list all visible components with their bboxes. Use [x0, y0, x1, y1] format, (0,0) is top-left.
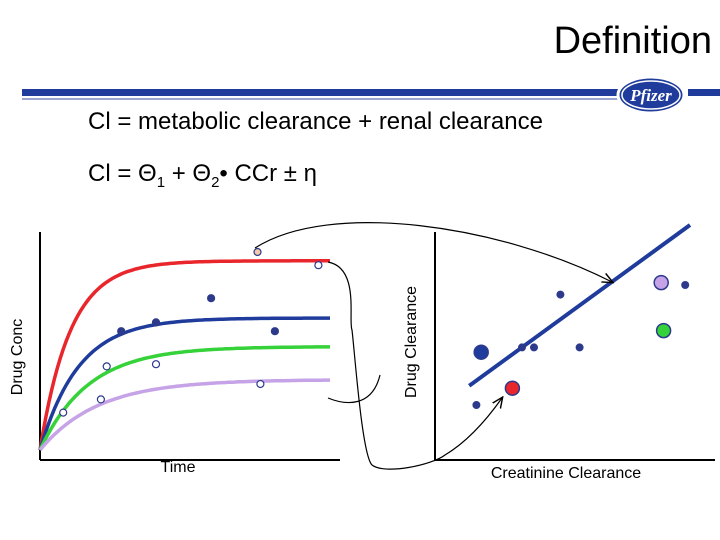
conc-x-label: Time	[161, 459, 196, 476]
conc-point-1	[314, 261, 323, 270]
clearance-point-5	[518, 343, 526, 352]
conc-curve-1	[38, 316, 330, 451]
arrow-to-red	[327, 261, 502, 470]
conc-curve-0	[38, 259, 330, 451]
header-rule-shadow	[22, 98, 622, 100]
clearance-point-3	[655, 322, 672, 339]
equation-clearance-sum: Cl = metabolic clearance + renal clearan…	[88, 108, 543, 135]
clearance-point-2	[681, 281, 690, 289]
conc-point-3	[151, 318, 161, 327]
clearance-point-0	[556, 290, 565, 299]
header-rule-right	[688, 89, 720, 96]
conc-curve-3	[38, 378, 330, 452]
header-rule	[22, 89, 622, 96]
page-title: Definition	[553, 20, 712, 62]
conc-point-8	[256, 379, 265, 389]
eq-sub-2: 2	[211, 173, 220, 191]
clearance-fit-line	[468, 223, 692, 388]
arrow-lavender-curve	[327, 374, 381, 404]
conc-point-6	[102, 362, 111, 371]
conc-point-7	[151, 360, 161, 369]
clearance-y-label: Drug Clearance	[403, 286, 420, 398]
clearance-points	[472, 274, 690, 409]
clearance-point-9	[472, 401, 481, 409]
conc-points	[59, 247, 323, 417]
clearance-point-6	[530, 343, 538, 352]
clearance-point-7	[575, 343, 584, 352]
conc-point-9	[96, 395, 106, 404]
logo-text: Pfizer	[629, 86, 672, 105]
conc-point-2	[207, 294, 216, 303]
eq-rest: • CCr ± η	[219, 160, 317, 187]
clearance-point-8	[504, 380, 521, 396]
eq-sub-1: 1	[156, 173, 166, 191]
conc-point-0	[253, 247, 262, 257]
clearance-point-4	[473, 344, 489, 360]
eq-lhs: Cl =	[88, 160, 139, 187]
conc-curve-2	[38, 345, 330, 451]
conc-point-4	[117, 327, 126, 336]
pfizer-logo: Pfizer	[616, 75, 686, 115]
eq-theta-1: Θ	[138, 160, 157, 187]
clearance-point-1	[653, 274, 669, 291]
conc-curves	[38, 259, 330, 452]
eq-plus: +	[165, 160, 193, 187]
clearance-x-label: Creatinine Clearance	[491, 465, 641, 482]
conc-point-5	[270, 327, 279, 336]
equation-clearance-model: Cl = Θ1 + Θ2• CCr ± η	[88, 160, 317, 191]
arrow-to-lavender	[254, 222, 612, 282]
conc-y-label: Drug Conc	[9, 319, 26, 395]
conc-point-10	[59, 408, 68, 417]
eq-theta-2: Θ	[192, 160, 212, 187]
